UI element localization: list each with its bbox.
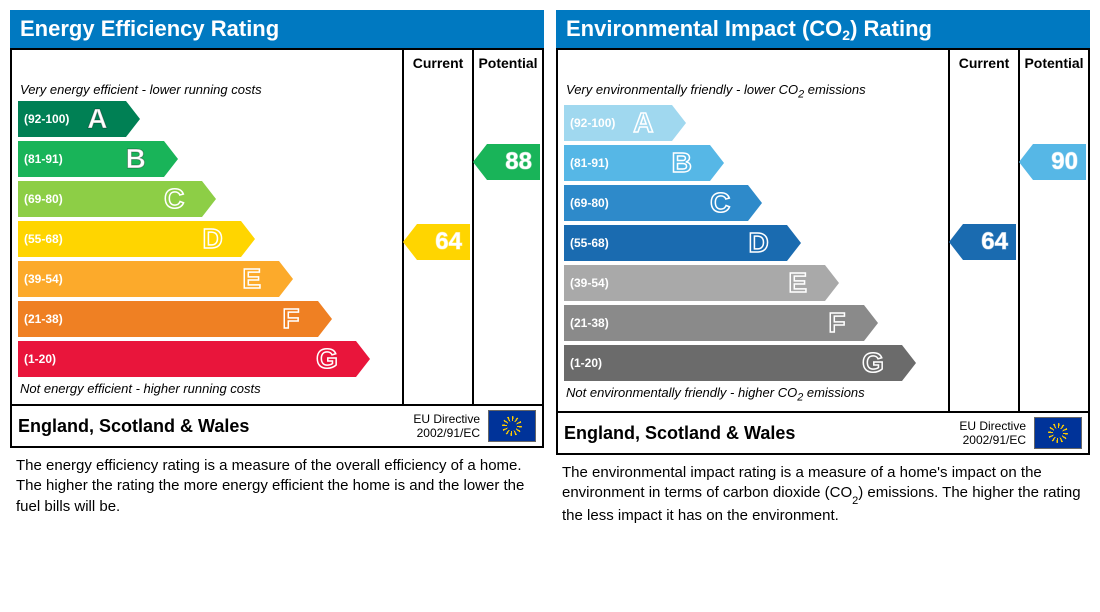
band-range: (92-100) [18, 112, 69, 126]
current-column: 64 [948, 76, 1018, 411]
band-bar: (81-91) B [564, 145, 710, 181]
potential-column: 90 [1018, 76, 1088, 411]
footer-row: England, Scotland & Wales EU Directive200… [12, 404, 542, 446]
band-bar: (55-68) D [564, 225, 787, 261]
band-row-f: (21-38) F [18, 301, 402, 337]
bottom-caption: Not environmentally friendly - higher CO… [558, 381, 948, 406]
rating-table: CurrentPotential Very environmentally fri… [556, 48, 1090, 455]
band-row-a: (92-100) A [18, 101, 402, 137]
band-bar: (55-68) D [18, 221, 241, 257]
footer-region: England, Scotland & Wales [564, 423, 951, 444]
band-range: (1-20) [564, 356, 602, 370]
band-bar: (1-20) G [564, 345, 902, 381]
band-bar: (21-38) F [18, 301, 318, 337]
current-column: 64 [402, 76, 472, 404]
column-header-potential: Potential [1018, 48, 1088, 76]
potential-column: 88 [472, 76, 542, 404]
eu-flag-icon [488, 410, 536, 442]
band-letter: F [828, 307, 845, 339]
potential-pointer: 90 [1033, 144, 1086, 180]
rating-table: CurrentPotential Very energy efficient - … [10, 48, 544, 448]
band-row-g: (1-20) G [18, 341, 402, 377]
footer-region: England, Scotland & Wales [18, 416, 405, 437]
band-letter: F [282, 303, 299, 335]
band-row-c: (69-80) C [564, 185, 948, 221]
potential-pointer: 88 [487, 144, 540, 180]
band-letter: D [202, 223, 222, 255]
band-range: (69-80) [564, 196, 609, 210]
band-range: (39-54) [564, 276, 609, 290]
band-range: (21-38) [18, 312, 63, 326]
band-row-f: (21-38) F [564, 305, 948, 341]
band-range: (92-100) [564, 116, 615, 130]
band-bar: (69-80) C [18, 181, 202, 217]
band-row-d: (55-68) D [564, 225, 948, 261]
band-letter: B [126, 143, 146, 175]
bands-chart: Very environmentally friendly - lower CO… [558, 76, 948, 411]
band-letter: A [87, 103, 107, 135]
band-range: (55-68) [564, 236, 609, 250]
panel-title: Environmental Impact (CO2) Rating [556, 10, 1090, 48]
current-pointer: 64 [963, 224, 1016, 260]
band-range: (39-54) [18, 272, 63, 286]
band-row-e: (39-54) E [564, 265, 948, 301]
band-bar: (39-54) E [564, 265, 825, 301]
band-row-e: (39-54) E [18, 261, 402, 297]
band-letter: C [710, 187, 730, 219]
band-bar: (92-100) A [18, 101, 126, 137]
eu-flag-icon [1034, 417, 1082, 449]
footer-directive: EU Directive2002/91/EC [959, 419, 1026, 448]
band-range: (1-20) [18, 352, 56, 366]
band-letter: E [788, 267, 807, 299]
band-row-b: (81-91) B [18, 141, 402, 177]
band-letter: C [164, 183, 184, 215]
band-range: (69-80) [18, 192, 63, 206]
band-bar: (81-91) B [18, 141, 164, 177]
band-range: (21-38) [564, 316, 609, 330]
environmental-impact-panel: Environmental Impact (CO2) RatingCurrent… [556, 10, 1090, 527]
band-bar: (39-54) E [18, 261, 279, 297]
top-caption: Very environmentally friendly - lower CO… [558, 82, 948, 105]
footer-row: England, Scotland & Wales EU Directive200… [558, 411, 1088, 453]
band-row-d: (55-68) D [18, 221, 402, 257]
band-row-a: (92-100) A [564, 105, 948, 141]
band-range: (81-91) [564, 156, 609, 170]
band-range: (55-68) [18, 232, 63, 246]
energy-efficiency-panel: Energy Efficiency RatingCurrentPotential… [10, 10, 544, 527]
band-bar: (69-80) C [564, 185, 748, 221]
band-row-b: (81-91) B [564, 145, 948, 181]
bottom-caption: Not energy efficient - higher running co… [12, 377, 402, 398]
footer-directive: EU Directive2002/91/EC [413, 412, 480, 441]
band-bar: (21-38) F [564, 305, 864, 341]
band-letter: E [242, 263, 261, 295]
column-header-current: Current [948, 48, 1018, 76]
band-bar: (92-100) A [564, 105, 672, 141]
band-letter: A [633, 107, 653, 139]
band-letter: B [672, 147, 692, 179]
panel-description: The energy efficiency rating is a measur… [10, 448, 544, 517]
band-bar: (1-20) G [18, 341, 356, 377]
current-pointer: 64 [417, 224, 470, 260]
bands-chart: Very energy efficient - lower running co… [12, 76, 402, 404]
band-row-g: (1-20) G [564, 345, 948, 381]
band-letter: G [862, 347, 884, 379]
band-letter: G [316, 343, 338, 375]
band-row-c: (69-80) C [18, 181, 402, 217]
column-header-current: Current [402, 48, 472, 76]
panel-description: The environmental impact rating is a mea… [556, 455, 1090, 526]
band-range: (81-91) [18, 152, 63, 166]
panel-title: Energy Efficiency Rating [10, 10, 544, 48]
top-caption: Very energy efficient - lower running co… [12, 82, 402, 101]
band-letter: D [748, 227, 768, 259]
column-header-potential: Potential [472, 48, 542, 76]
